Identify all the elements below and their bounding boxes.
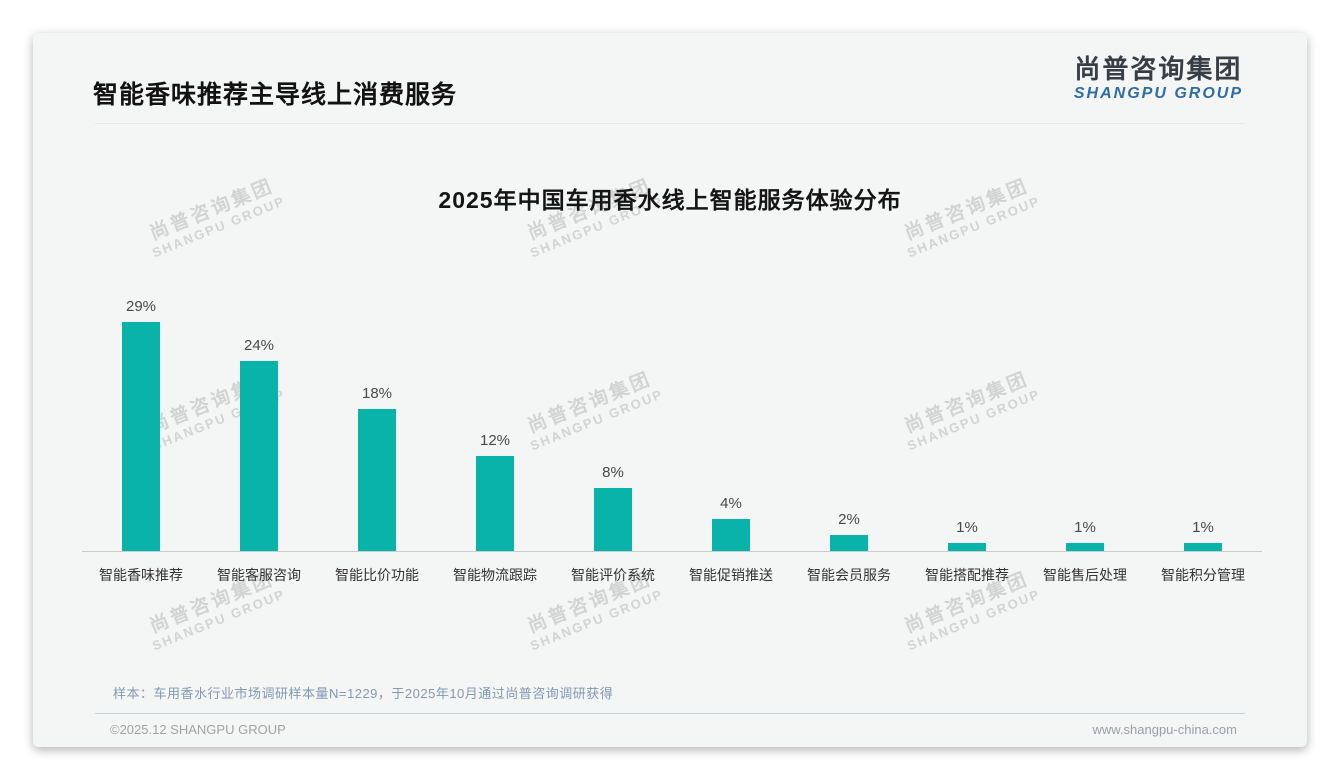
- company-logo: 尚普咨询集团 SHANGPU GROUP: [1073, 54, 1243, 103]
- bar-value-label: 18%: [361, 385, 393, 402]
- bar: [948, 543, 986, 551]
- category-label: 智能香味推荐: [99, 567, 183, 583]
- chart-plot-area: 29% 24% 18% 12% 8% 4% 2% 1% 1% 1%: [82, 293, 1262, 552]
- category-label: 智能评价系统: [571, 567, 655, 583]
- category-label: 智能积分管理: [1161, 567, 1245, 583]
- category-label: 智能搭配推荐: [925, 567, 1009, 583]
- logo-chinese-text: 尚普咨询集团: [1074, 54, 1243, 84]
- bar-value-label: 4%: [720, 495, 742, 512]
- bar-value-label: 1%: [1074, 519, 1096, 536]
- bar-group: 1%: [1144, 519, 1262, 551]
- bar-value-label: 1%: [1192, 519, 1214, 536]
- footer: ©2025.12 SHANGPU GROUP www.shangpu-china…: [110, 722, 1237, 737]
- bar-value-label: 29%: [125, 298, 157, 315]
- bar: [830, 535, 868, 551]
- footer-divider: [95, 713, 1245, 714]
- chart-title: 2025年中国车用香水线上智能服务体验分布: [438, 187, 902, 213]
- bar-group: 12%: [436, 432, 554, 551]
- bar-chart: 29% 24% 18% 12% 8% 4% 2% 1% 1% 1% 智能香味推荐 智能客服咨询 智能比…: [82, 293, 1262, 585]
- chart-category-axis: 智能香味推荐 智能客服咨询 智能比价功能 智能物流跟踪 智能评价系统 智能促销推送 智能会员…: [82, 552, 1262, 585]
- bar-value-label: 2%: [838, 511, 860, 528]
- bar: [358, 409, 396, 551]
- bar: [240, 361, 278, 551]
- bar-value-label: 24%: [243, 337, 275, 354]
- bar: [1066, 543, 1104, 551]
- category-label: 智能促销推送: [689, 567, 773, 583]
- bar: [1184, 543, 1222, 551]
- logo-english-text: SHANGPU GROUP: [1073, 84, 1243, 102]
- bar-value-label: 1%: [956, 519, 978, 536]
- title-divider: [95, 123, 1245, 124]
- category-label: 智能物流跟踪: [453, 567, 537, 583]
- bar-group: 2%: [790, 511, 908, 551]
- copyright-text: ©2025.12 SHANGPU GROUP: [110, 722, 286, 737]
- bar-group: 8%: [554, 464, 672, 551]
- slide-card: 尚普咨询集团 SHANGPU GROUP 尚普咨询集团 SHANGPU GROUP 尚普…: [33, 33, 1307, 747]
- website-text: www.shangpu-china.com: [1092, 722, 1237, 737]
- category-label: 智能会员服务: [807, 567, 891, 583]
- sample-footnote: 样本：车用香水行业市场调研样本量N=1229，于2025年10月通过尚普咨询调研…: [113, 686, 614, 701]
- category-label: 智能比价功能: [335, 567, 419, 583]
- category-label: 智能客服咨询: [217, 567, 301, 583]
- bar: [594, 488, 632, 551]
- bar: [122, 322, 160, 551]
- page-title: 智能香味推荐主导线上消费服务: [93, 81, 458, 109]
- category-label: 智能售后处理: [1043, 567, 1127, 583]
- bar-group: 18%: [318, 385, 436, 551]
- bar-value-label: 12%: [479, 432, 511, 449]
- bar-group: 1%: [908, 519, 1026, 551]
- bar-value-label: 8%: [602, 464, 624, 481]
- bar: [712, 519, 750, 551]
- bar-group: 29%: [82, 298, 200, 551]
- bar: [476, 456, 514, 551]
- bar-group: 24%: [200, 337, 318, 551]
- bar-group: 1%: [1026, 519, 1144, 551]
- bar-group: 4%: [672, 495, 790, 551]
